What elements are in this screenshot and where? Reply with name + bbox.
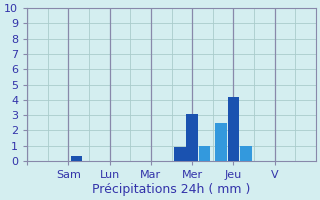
Bar xyxy=(199,146,210,161)
Bar xyxy=(228,97,239,161)
Bar xyxy=(71,156,83,161)
X-axis label: Précipitations 24h ( mm ): Précipitations 24h ( mm ) xyxy=(92,183,251,196)
Bar xyxy=(215,123,227,161)
Bar xyxy=(186,114,198,161)
Bar xyxy=(240,146,252,161)
Bar xyxy=(174,147,186,161)
